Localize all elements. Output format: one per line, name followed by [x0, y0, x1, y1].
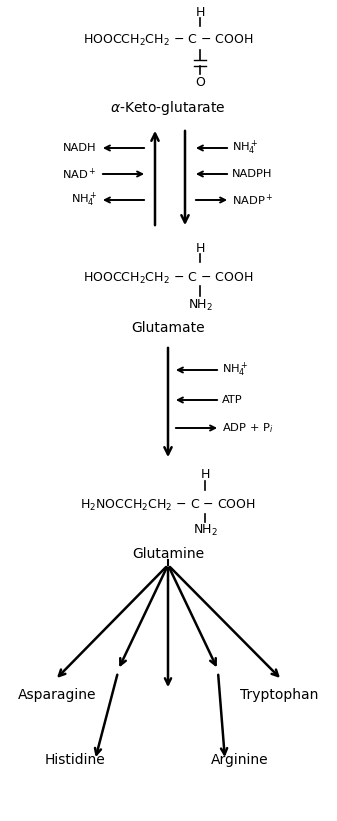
Text: Asparagine: Asparagine — [18, 688, 96, 702]
Text: NAD$^+$: NAD$^+$ — [62, 167, 97, 181]
Text: H$_2$NOCCH$_2$CH$_2$ $-$ C $-$ COOH: H$_2$NOCCH$_2$CH$_2$ $-$ C $-$ COOH — [80, 498, 256, 512]
Text: Glutamine: Glutamine — [132, 547, 204, 561]
Text: ATP: ATP — [222, 395, 243, 405]
Text: NH$_4^+$: NH$_4^+$ — [222, 361, 248, 379]
Text: HOOCCH$_2$CH$_2$ $-$ C $-$ COOH: HOOCCH$_2$CH$_2$ $-$ C $-$ COOH — [83, 33, 253, 48]
Text: NH$_2$: NH$_2$ — [187, 297, 213, 313]
Text: NH$_4^+$: NH$_4^+$ — [232, 139, 258, 157]
Text: H: H — [200, 469, 210, 481]
Text: Arginine: Arginine — [211, 753, 269, 767]
Text: NADH: NADH — [63, 143, 97, 153]
Text: Tryptophan: Tryptophan — [240, 688, 318, 702]
Text: ADP + P$_i$: ADP + P$_i$ — [222, 421, 273, 435]
Text: $\alpha$-Keto-glutarate: $\alpha$-Keto-glutarate — [110, 99, 226, 117]
Text: O: O — [195, 76, 205, 89]
Text: NH$_4^+$: NH$_4^+$ — [71, 190, 97, 209]
Text: NADPH: NADPH — [232, 169, 273, 179]
Text: Histidine: Histidine — [44, 753, 105, 767]
Text: NH$_2$: NH$_2$ — [192, 522, 217, 538]
Text: Glutamate: Glutamate — [131, 321, 205, 335]
Text: NADP$^+$: NADP$^+$ — [232, 192, 273, 208]
Text: HOOCCH$_2$CH$_2$ $-$ C $-$ COOH: HOOCCH$_2$CH$_2$ $-$ C $-$ COOH — [83, 270, 253, 286]
Text: H: H — [195, 241, 205, 255]
Text: H: H — [195, 6, 205, 19]
